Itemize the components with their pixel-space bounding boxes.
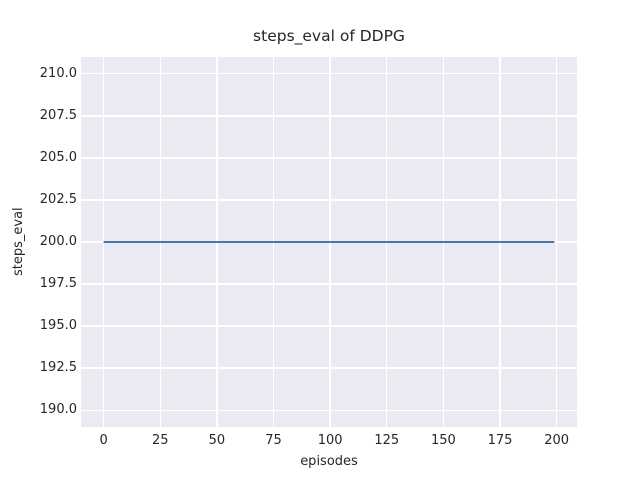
y-gridline — [81, 367, 577, 369]
x-tick-label: 150 — [430, 433, 456, 448]
y-tick-label: 190.0 — [39, 402, 77, 418]
y-tick-label: 195.0 — [39, 318, 77, 334]
y-tick-label: 210.0 — [39, 65, 77, 81]
y-gridline — [81, 73, 577, 75]
y-gridline — [81, 283, 577, 285]
y-tick-label: 197.5 — [39, 276, 77, 292]
x-tick-label: 25 — [151, 433, 169, 448]
y-tick-label: 192.5 — [39, 360, 77, 376]
x-axis-label: episodes — [300, 454, 358, 469]
y-gridline — [81, 325, 577, 327]
x-tick-label: 75 — [265, 433, 282, 448]
plot-area — [81, 57, 577, 427]
x-tick-label: 0 — [99, 433, 108, 448]
y-tick-label: 207.5 — [39, 107, 77, 123]
y-gridline — [81, 199, 577, 201]
y-gridline — [81, 409, 577, 411]
x-tick-label: 50 — [208, 433, 226, 448]
data-layer — [103, 241, 555, 243]
y-tick-label: 202.5 — [39, 191, 77, 207]
chart-title: steps_eval of DDPG — [253, 27, 405, 45]
y-gridline — [81, 115, 577, 117]
x-tick-label: 200 — [544, 433, 570, 448]
y-gridline — [81, 157, 577, 159]
y-tick-label: 205.0 — [39, 149, 77, 165]
x-tick-label: 100 — [317, 433, 343, 448]
y-tick-label: 200.0 — [39, 234, 77, 249]
x-tick-label: 125 — [374, 433, 400, 448]
x-tick-label: 175 — [487, 433, 513, 448]
